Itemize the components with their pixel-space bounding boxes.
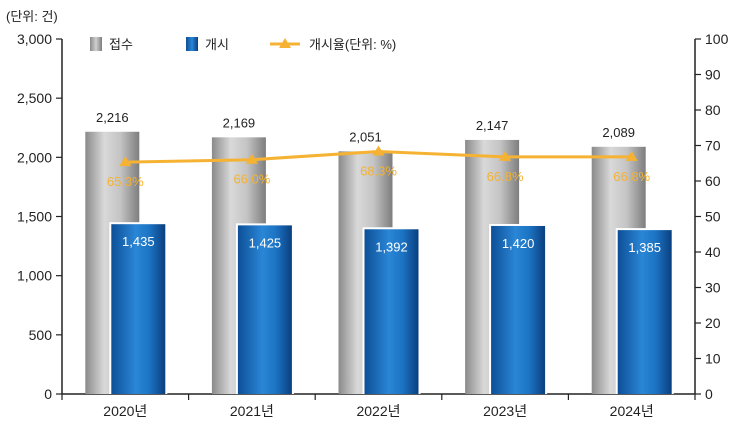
- right-tick-label: 60: [705, 173, 721, 189]
- legend-label-접수: 접수: [109, 37, 133, 52]
- data-label-개시: 1,425: [249, 235, 282, 250]
- data-label-접수: 2,089: [602, 125, 635, 140]
- legend-label-개시율: 개시율(단위: %): [309, 37, 396, 52]
- data-label-접수: 2,216: [96, 110, 129, 125]
- data-label-개시: 1,392: [375, 239, 408, 254]
- bar-개시: [111, 224, 166, 394]
- right-tick-label: 80: [705, 102, 721, 118]
- data-label-개시: 1,435: [122, 234, 155, 249]
- left-tick-label: 2,000: [17, 149, 52, 165]
- data-label-개시율: 66.0%: [233, 172, 270, 187]
- right-tick-label: 50: [705, 209, 721, 225]
- left-tick-label: 1,500: [17, 209, 52, 225]
- legend-label-개시: 개시: [205, 37, 229, 52]
- data-label-개시율: 66.8%: [613, 169, 650, 184]
- x-tick-label: 2022년: [356, 403, 400, 419]
- data-label-개시: 1,420: [502, 236, 535, 251]
- data-label-접수: 2,169: [223, 115, 256, 130]
- bar-개시: [617, 230, 672, 394]
- x-tick-label: 2021년: [230, 403, 274, 419]
- marker-개시율: [245, 153, 258, 164]
- right-tick-label: 70: [705, 138, 721, 154]
- data-label-개시율: 65.3%: [107, 174, 144, 189]
- left-tick-label: 3,000: [17, 31, 52, 47]
- x-tick-label: 2024년: [610, 403, 654, 419]
- bar-개시: [237, 225, 292, 394]
- data-label-접수: 2,147: [476, 118, 509, 133]
- bar-개시: [364, 229, 419, 394]
- right-tick-label: 10: [705, 351, 721, 367]
- right-tick-label: 100: [705, 31, 729, 47]
- marker-개시율: [499, 150, 512, 161]
- left-tick-label: 500: [29, 327, 53, 343]
- left-tick-label: 2,500: [17, 90, 52, 106]
- bar-개시: [491, 225, 546, 394]
- data-label-개시율: 68.3%: [360, 164, 397, 179]
- left-tick-label: 0: [44, 386, 52, 402]
- right-tick-label: 0: [705, 386, 713, 402]
- right-tick-label: 30: [705, 280, 721, 296]
- legend-swatch-접수: [90, 37, 102, 51]
- left-tick-label: 1,000: [17, 268, 52, 284]
- right-tick-label: 90: [705, 67, 721, 83]
- right-tick-label: 20: [705, 315, 721, 331]
- legend-swatch-개시: [186, 37, 198, 51]
- x-tick-label: 2023년: [483, 403, 527, 419]
- x-tick-label: 2020년: [103, 403, 147, 419]
- marker-개시율: [372, 145, 385, 156]
- marker-개시율: [119, 156, 132, 167]
- data-label-개시: 1,385: [628, 240, 661, 255]
- data-label-접수: 2,051: [349, 129, 382, 144]
- marker-개시율: [625, 150, 638, 161]
- legend-marker-개시율: [279, 38, 291, 48]
- right-tick-label: 40: [705, 244, 721, 260]
- data-label-개시율: 66.8%: [487, 169, 524, 184]
- y-axis-unit-label: (단위: 건): [6, 9, 58, 24]
